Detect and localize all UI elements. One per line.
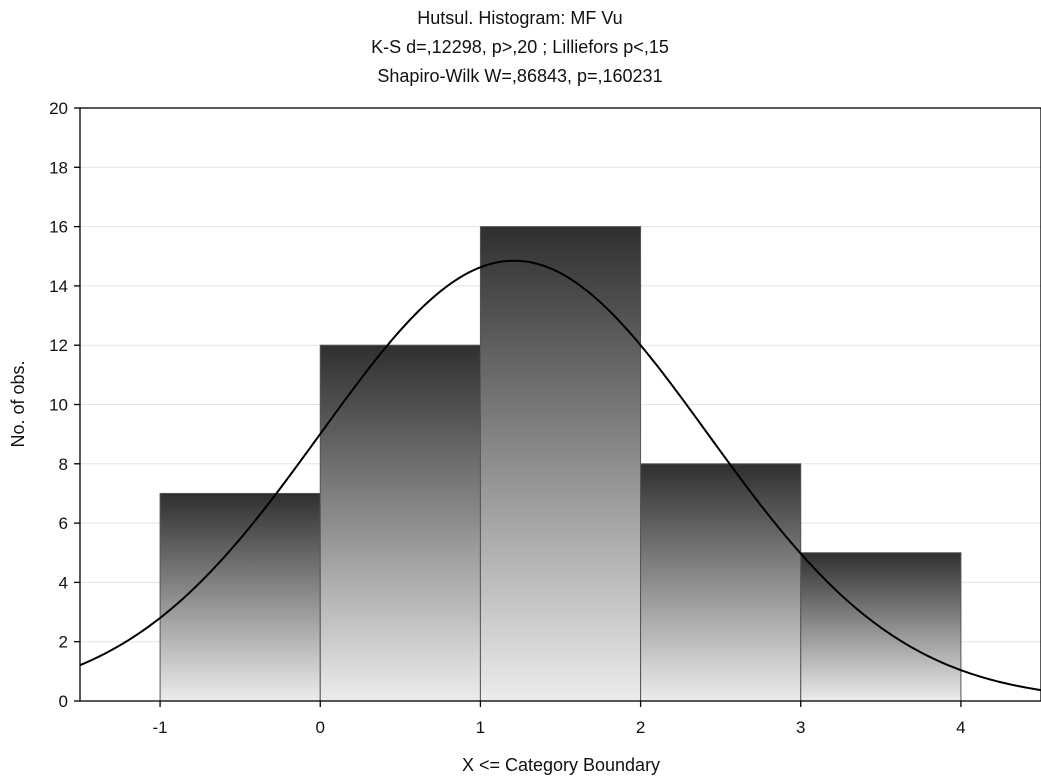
- normal-curve: [79, 259, 1041, 692]
- x-tick-label-0: 0: [316, 718, 325, 737]
- y-tick-label-8: 8: [59, 455, 68, 474]
- chart-title-line-3: Shapiro-Wilk W=,86843, p=,160231: [377, 66, 662, 86]
- histogram-bar-2: [319, 344, 481, 702]
- y-axis-label: No. of obs.: [8, 360, 28, 447]
- y-tick-label-10: 10: [49, 396, 68, 415]
- y-tick-label-2: 2: [59, 633, 68, 652]
- x-axis-label: X <= Category Boundary: [462, 755, 660, 775]
- chart-title-line-1: Hutsul. Histogram: MF Vu: [417, 8, 622, 28]
- y-tick-label-20: 20: [49, 99, 68, 118]
- y-tick-label-16: 16: [49, 218, 68, 237]
- y-tick-label-6: 6: [59, 514, 68, 533]
- histogram-bar-4: [640, 463, 802, 702]
- x-tick-label--1: -1: [153, 718, 168, 737]
- y-tick-label-4: 4: [59, 573, 68, 592]
- y-tick-label-14: 14: [49, 277, 68, 296]
- y-tick-label-18: 18: [49, 158, 68, 177]
- chart-title-line-2: K-S d=,12298, p>,20 ; Lilliefors p<,15: [371, 37, 669, 57]
- x-tick-label-2: 2: [636, 718, 645, 737]
- x-tick-label-3: 3: [796, 718, 805, 737]
- x-tick-label-1: 1: [476, 718, 485, 737]
- histogram-bar-3: [479, 226, 642, 702]
- x-axis-tick-labels: -1 0 1 2 3 4: [153, 718, 966, 737]
- y-tick-label-12: 12: [49, 336, 68, 355]
- x-tick-label-4: 4: [956, 718, 965, 737]
- y-axis-tick-labels: 0 2 4 6 8 10 12 14 16 18 20: [49, 99, 68, 711]
- histogram-bars: [159, 226, 962, 702]
- axis-ticks: [74, 107, 962, 707]
- y-tick-label-0: 0: [59, 692, 68, 711]
